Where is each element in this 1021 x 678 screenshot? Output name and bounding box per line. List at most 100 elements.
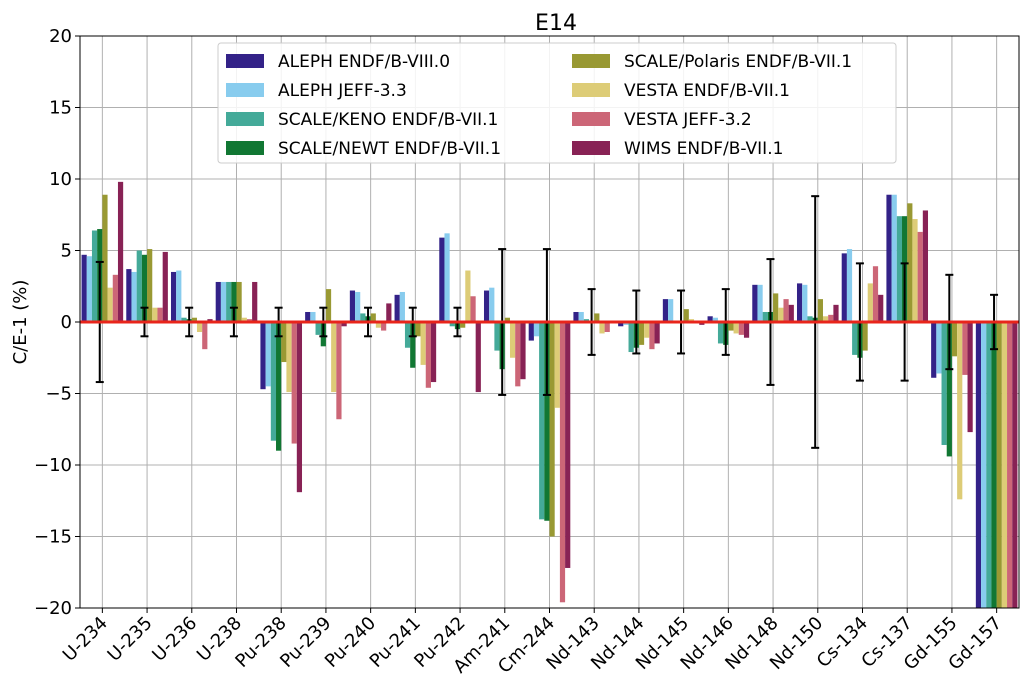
bar-gd-157-series-1: [981, 322, 987, 608]
bar-pu-242-series-4: [460, 322, 466, 328]
bar-pu-240-series-6: [381, 322, 387, 331]
bar-pu-239-series-7: [341, 322, 347, 327]
legend-label-2: SCALE/KENO ENDF/B-VII.1: [278, 110, 498, 130]
bar-gd-157-series-0: [975, 322, 982, 608]
bar-cs-134-series-5: [867, 283, 873, 322]
bar-u-236-series-2: [181, 317, 187, 322]
bar-nd-150-series-1: [802, 284, 808, 322]
y-tick-label: −15: [34, 527, 72, 548]
bar-gd-155-series-3: [946, 322, 952, 457]
bar-nd-150-series-4: [817, 299, 823, 322]
legend-label-4: SCALE/Polaris ENDF/B-VII.1: [624, 52, 852, 72]
bar-nd-150-series-5: [822, 316, 829, 322]
bar-u-236-series-6: [202, 322, 208, 350]
bar-u-236-series-4: [191, 317, 197, 322]
bar-pu-238-series-4: [281, 322, 287, 363]
bar-nd-143-series-5: [599, 322, 605, 334]
bar-nd-144-series-5: [644, 322, 650, 338]
y-tick-label: 5: [61, 241, 72, 262]
legend-swatch-2: [226, 112, 264, 126]
bar-nd-146-series-4: [728, 322, 734, 331]
bar-pu-241-series-3: [410, 322, 416, 368]
bar-u-238-series-4: [236, 281, 242, 322]
y-axis-label: C/E-1 (%): [10, 280, 31, 365]
bar-pu-240-series-4: [370, 313, 376, 322]
bar-u-234-series-1: [86, 256, 92, 322]
bar-nd-143-series-1: [578, 311, 584, 322]
legend-swatch-6: [572, 112, 610, 126]
bar-u-236-series-1: [176, 270, 182, 322]
bar-pu-242-series-6: [470, 296, 476, 322]
legend-swatch-3: [226, 141, 264, 155]
bar-nd-144-series-7: [654, 322, 660, 344]
bar-gd-155-series-1: [936, 322, 942, 374]
bar-pu-240-series-2: [360, 313, 366, 322]
legend-label-5: VESTA ENDF/B-VII.1: [624, 81, 790, 101]
legend-label-6: VESTA JEFF-3.2: [624, 110, 752, 130]
bar-pu-238-series-7: [296, 322, 303, 493]
bar-cs-137-series-2: [896, 216, 903, 322]
bar-cm-244-series-3: [544, 322, 550, 521]
bar-nd-146-series-5: [733, 322, 739, 334]
bar-u-238-series-2: [226, 281, 232, 322]
bar-nd-146-series-7: [743, 322, 750, 338]
bar-cs-134-series-0: [841, 253, 847, 322]
bar-nd-148-series-0: [752, 284, 758, 322]
bar-am-241-series-5: [509, 322, 516, 358]
bar-nd-148-series-1: [757, 284, 763, 322]
y-tick-label: 10: [49, 169, 72, 190]
bar-u-238-series-3: [231, 281, 237, 322]
bar-pu-241-series-5: [420, 322, 426, 365]
bar-pu-238-series-2: [270, 322, 277, 441]
bar-cs-134-series-6: [872, 266, 879, 322]
bar-nd-146-series-1: [712, 317, 718, 322]
bar-nd-144-series-0: [618, 322, 624, 327]
bar-pu-242-series-0: [439, 237, 445, 322]
bar-cs-134-series-7: [878, 294, 884, 322]
bar-gd-157-series-2: [986, 322, 992, 608]
bar-cs-137-series-4: [907, 203, 913, 322]
bar-cs-137-series-0: [886, 194, 892, 322]
legend-label-3: SCALE/NEWT ENDF/B-VII.1: [278, 139, 501, 159]
bar-nd-144-series-4: [638, 322, 645, 345]
bar-u-235-series-3: [141, 254, 148, 322]
bar-gd-157-series-4: [996, 322, 1002, 608]
bar-u-238-series-1: [220, 281, 227, 322]
bar-pu-240-series-0: [349, 290, 356, 322]
y-tick-label: 20: [49, 26, 72, 47]
bar-nd-148-series-7: [788, 304, 794, 322]
bar-pu-238-series-0: [260, 322, 266, 390]
bar-pu-241-series-6: [425, 322, 431, 388]
legend-swatch-4: [572, 54, 610, 68]
bar-cs-134-series-2: [852, 322, 858, 355]
bar-am-241-series-2: [494, 322, 500, 351]
bar-u-235-series-0: [126, 269, 132, 322]
bar-pu-239-series-5: [331, 322, 337, 393]
bar-u-235-series-6: [157, 307, 163, 322]
bar-u-235-series-5: [152, 307, 158, 322]
bar-pu-240-series-7: [386, 303, 392, 322]
bar-pu-240-series-5: [375, 322, 382, 328]
y-tick-label: −10: [34, 455, 72, 476]
x-tick-label: U-235: [104, 613, 157, 666]
x-tick-label: U-236: [148, 613, 201, 666]
bar-u-234-series-6: [112, 274, 118, 322]
bar-gd-155-series-7: [967, 322, 973, 433]
bar-nd-148-series-2: [762, 311, 768, 322]
bar-u-238-series-5: [241, 317, 247, 322]
bar-pu-239-series-6: [336, 322, 342, 420]
bar-u-234-series-7: [117, 181, 124, 322]
bar-nd-143-series-4: [594, 313, 600, 322]
legend-swatch-5: [572, 83, 610, 97]
bar-pu-238-series-5: [286, 322, 292, 393]
bar-cm-244-series-2: [539, 322, 545, 520]
bar-gd-155-series-2: [941, 322, 947, 445]
y-tick-label: −20: [34, 598, 72, 619]
bar-nd-143-series-6: [604, 322, 610, 333]
legend-swatch-0: [226, 54, 264, 68]
bar-pu-242-series-2: [449, 322, 455, 327]
bar-am-241-series-0: [483, 290, 490, 322]
bar-pu-242-series-5: [465, 270, 471, 322]
bar-u-238-series-7: [252, 281, 258, 322]
y-tick-label: 0: [61, 312, 72, 333]
